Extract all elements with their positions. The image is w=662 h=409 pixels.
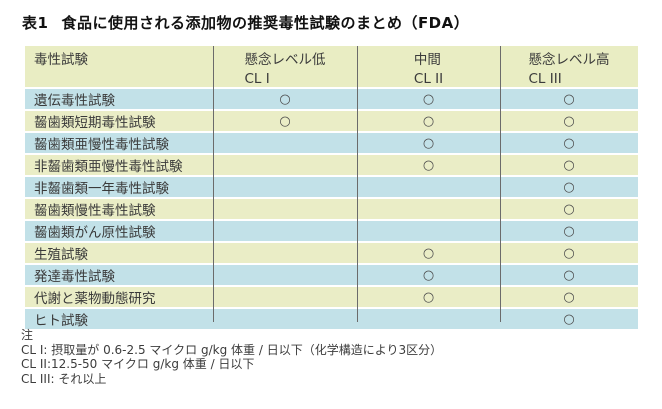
table-row: 代謝と薬物動態研究 ○ ○	[25, 287, 638, 309]
column-divider-2	[357, 46, 358, 322]
table-row: 生殖試験 ○ ○	[25, 243, 638, 265]
title-text: 食品に使用される添加物の推奨毒性試験のまとめ（FDA）	[61, 14, 470, 32]
cl3-mark-cell: ○	[563, 223, 575, 239]
cl3-mark-cell: ○	[563, 267, 575, 283]
cl2-mark-cell: ○	[422, 113, 435, 129]
toxicity-test-table: 毒性試験 懸念レベル低 CL I 中間 CL II 懸念レベル高 CL III …	[25, 46, 638, 329]
column-divider-3	[500, 46, 501, 322]
header-concern-high-code: CL III	[528, 71, 562, 87]
cl2-mark-cell: ○	[422, 91, 435, 107]
cl3-mark-cell: ○	[563, 179, 575, 195]
table-body: 遺伝毒性試験 ○ ○ ○ 齧歯類短期毒性試験 ○ ○ ○ 齧歯類亜慢性毒性試験 ○ ○ 非齧歯類亜慢性…	[25, 89, 638, 329]
cl3-mark-cell: ○	[563, 157, 575, 173]
cl3-mark-cell: ○	[563, 201, 575, 217]
test-name-cell: 齧歯類慢性毒性試験	[34, 203, 156, 219]
cl3-mark-cell: ○	[563, 113, 575, 129]
cl3-mark-cell: ○	[563, 311, 575, 327]
note-cl1: CL I: 摂取量が 0.6-2.5 マイクロ g/kg 体重 / 日以下（化学…	[21, 342, 443, 357]
cl1-mark-cell: ○	[279, 113, 291, 129]
cl2-mark-cell: ○	[422, 245, 435, 261]
note-cl2: CL II:12.5-50 マイクロ g/kg 体重 / 日以下	[21, 357, 255, 371]
header-concern-mid-code: CL II	[413, 71, 444, 87]
header-concern-low: 懸念レベル低 CL I	[213, 46, 357, 87]
page-title: 表1 食品に使用される添加物の推奨毒性試験のまとめ（FDA）	[22, 12, 469, 33]
test-name-cell: 齧歯類短期毒性試験	[34, 115, 156, 131]
header-concern-high-label: 懸念レベル高	[528, 52, 610, 68]
table-number: 表1	[22, 14, 49, 32]
test-name-cell: 非齧歯類亜慢性毒性試験	[34, 159, 183, 175]
header-concern-high: 懸念レベル高 CL III	[500, 46, 638, 87]
test-name-cell: 齧歯類がん原性試験	[34, 225, 156, 241]
cl2-mark-cell: ○	[422, 289, 435, 305]
table-row: 非齧歯類一年毒性試験 ○	[25, 177, 638, 199]
test-name-cell: 非齧歯類一年毒性試験	[34, 181, 169, 197]
table-row: 非齧歯類亜慢性毒性試験 ○ ○	[25, 155, 638, 177]
header-concern-low-label: 懸念レベル低	[244, 52, 326, 68]
cl2-mark-cell: ○	[422, 135, 435, 151]
footnotes: 注 CL I: 摂取量が 0.6-2.5 マイクロ g/kg 体重 / 日以下（…	[21, 328, 442, 386]
cl3-mark-cell: ○	[563, 245, 575, 261]
header-test-name: 毒性試験	[34, 52, 88, 68]
test-name-cell: 発達毒性試験	[34, 269, 115, 285]
table-row: 齧歯類短期毒性試験 ○ ○ ○	[25, 111, 638, 133]
test-name-cell: 齧歯類亜慢性毒性試験	[34, 137, 169, 153]
table-row: 齧歯類亜慢性毒性試験 ○ ○	[25, 133, 638, 155]
header-concern-low-code: CL I	[244, 71, 270, 87]
test-name-cell: 生殖試験	[34, 247, 88, 263]
cl1-mark-cell: ○	[279, 91, 291, 107]
cl2-mark-cell: ○	[422, 267, 435, 283]
cl2-mark-cell: ○	[422, 157, 435, 173]
test-name-cell: 代謝と薬物動態研究	[34, 291, 156, 307]
table-row: 齧歯類慢性毒性試験 ○	[25, 199, 638, 221]
column-divider-1	[213, 46, 214, 322]
cl3-mark-cell: ○	[563, 91, 575, 107]
table-header-row: 毒性試験 懸念レベル低 CL I 中間 CL II 懸念レベル高 CL III	[25, 46, 638, 89]
header-concern-mid-label: 中間	[413, 52, 441, 68]
note-heading: 注	[21, 328, 34, 342]
cl3-mark-cell: ○	[563, 289, 575, 305]
note-cl3: CL III: それ以上	[21, 371, 107, 386]
header-concern-mid: 中間 CL II	[357, 46, 500, 87]
table-row: 遺伝毒性試験 ○ ○ ○	[25, 89, 638, 111]
table-row: ヒト試験 ○	[25, 309, 638, 329]
table-row: 齧歯類がん原性試験 ○	[25, 221, 638, 243]
table-row: 発達毒性試験 ○ ○	[25, 265, 638, 287]
test-name-cell: 遺伝毒性試験	[34, 93, 115, 109]
test-name-cell: ヒト試験	[34, 313, 88, 329]
cl3-mark-cell: ○	[563, 135, 575, 151]
